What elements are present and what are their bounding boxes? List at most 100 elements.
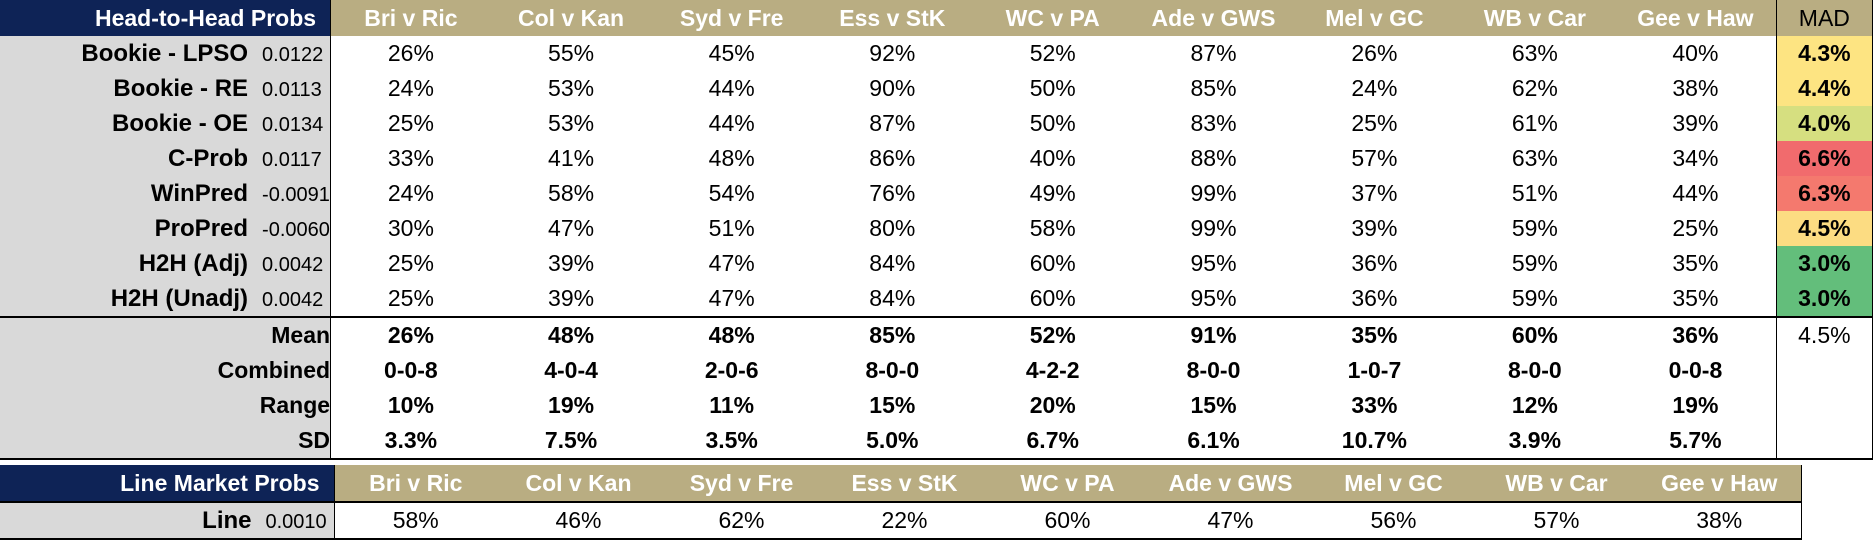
game-header: WC v PA (972, 0, 1133, 36)
mad-cell: 4.3% (1775, 36, 1873, 71)
model-weight: -0.0091 (262, 183, 330, 206)
summary-cell: 33% (1351, 392, 1398, 418)
mad-cell: 3.0% (1775, 281, 1873, 317)
probability-cell: 25% (387, 285, 434, 311)
model-name: Bookie - OE (112, 109, 249, 137)
probability-cell: 25% (387, 110, 434, 136)
row-label-cell: H2H (Unadj) 0.0042 (0, 281, 332, 317)
probability-cell: 25% (1351, 110, 1398, 136)
probability-cell: 36% (1351, 250, 1398, 276)
line-market-table: Line Market Probs Bri v Ric Col v Kan Syd v… (0, 465, 1802, 540)
summary-cell: 4-0-4 (544, 357, 598, 383)
summary-cell: 15% (869, 392, 916, 418)
probability-cell: 63% (1511, 40, 1558, 66)
summary-cell: 2-0-6 (704, 357, 759, 383)
summary-cell: 8-0-0 (865, 357, 920, 383)
model-name: Line (202, 506, 252, 534)
table-row: H2H (Unadj) 0.0042 25% 39% 47% 84% 60% 95% 36% 59… (0, 281, 1873, 317)
summary-cell: 35% (1294, 316, 1455, 353)
probability-cell: 63% (1511, 145, 1558, 171)
probability-cell: 24% (1351, 75, 1398, 101)
summary-cell: 3.9% (1454, 423, 1616, 460)
probability-cell: 57% (1351, 145, 1398, 171)
summary-cell: 6.7% (972, 423, 1133, 460)
row-label: WinPred -0.0091 (0, 180, 330, 208)
game-header: WB v Car (1454, 0, 1616, 36)
probability-cell: 47% (1149, 502, 1312, 540)
game-header: Ade v GWS (1132, 0, 1295, 36)
game-header: Syd v Fre (651, 0, 812, 36)
summary-mad-cell (1775, 423, 1873, 460)
probability-cell: 57% (1475, 502, 1638, 540)
row-label-cell: Line 0.0010 (0, 502, 335, 540)
probability-cell: 61% (1511, 110, 1558, 136)
probability-cell: 34% (1672, 145, 1719, 171)
summary-cell: 0-0-8 (1668, 357, 1723, 383)
probability-cell: 47% (708, 285, 755, 311)
summary-cell: 8-0-0 (1508, 357, 1562, 383)
table-title: Head-to-Head Probs (0, 0, 332, 36)
model-name: Bookie - RE (113, 74, 249, 102)
summary-cell: 7.5% (490, 423, 652, 460)
head-to-head-table: Head-to-Head Probs Bri v Ric Col v Kan Syd … (0, 0, 1873, 460)
probability-cell: 50% (1029, 75, 1076, 101)
row-label-cell: WinPred -0.0091 (0, 176, 332, 211)
summary-mad-cell: 4.5% (1775, 316, 1873, 353)
table-row: WinPred -0.0091 24% 58% 54% 76% 49% 99% 37% 51% 44… (0, 176, 1873, 211)
probability-cell: 59% (1511, 285, 1558, 311)
summary-cell: 91% (1132, 316, 1295, 353)
probability-cell: 56% (1312, 502, 1475, 540)
probability-cell: 58% (548, 180, 595, 206)
probability-cell: 54% (708, 180, 755, 206)
probability-cell: 38% (1672, 75, 1719, 101)
model-name: H2H (Adj) (138, 249, 249, 277)
summary-cell: 6.1% (1132, 423, 1295, 460)
probability-cell: 39% (1351, 215, 1398, 241)
probability-cell: 51% (1511, 180, 1558, 206)
summary-cell: 19% (548, 392, 595, 418)
model-weight: -0.0060 (262, 218, 330, 241)
probability-cell: 26% (1351, 40, 1398, 66)
probability-cell: 51% (708, 215, 755, 241)
model-weight: 0.0117 (262, 148, 322, 171)
game-header: Gee v Haw (1638, 465, 1802, 503)
summary-label: Mean (0, 316, 332, 353)
probability-cell: 90% (869, 75, 916, 101)
model-weight: 0.0113 (262, 78, 322, 101)
probability-cell: 84% (869, 250, 916, 276)
summary-cell: 5.7% (1615, 423, 1777, 460)
probability-cell: 55% (548, 40, 595, 66)
row-label: H2H (Unadj) 0.0042 (0, 285, 330, 313)
model-name: Bookie - LPSO (81, 39, 249, 67)
summary-cell: 10.7% (1294, 423, 1455, 460)
game-header: Mel v GC (1312, 465, 1475, 503)
summary-row: Mean 26% 48% 48% 85% 52% 91% 35% 60% 36% 4.5% (0, 316, 1873, 353)
game-header: Bri v Ric (330, 0, 491, 36)
mad-cell: 6.6% (1775, 141, 1873, 176)
table-row: ProPred -0.0060 30% 47% 51% 80% 58% 99% 39% 59% 25… (0, 211, 1873, 246)
row-label: H2H (Adj) 0.0042 (0, 250, 330, 278)
row-label-cell: Bookie - LPSO 0.0122 (0, 36, 332, 71)
probability-cell: 49% (1029, 180, 1076, 206)
probability-cell: 22% (823, 502, 986, 540)
summary-cell: 5.0% (811, 423, 973, 460)
row-label: Line 0.0010 (0, 506, 333, 535)
model-name: C-Prob (168, 144, 249, 172)
probability-cell: 95% (1190, 285, 1237, 311)
probability-cell: 60% (1029, 250, 1076, 276)
probability-cell: 46% (497, 502, 660, 540)
table-row: Bookie - LPSO 0.0122 26% 55% 45% 92% 52% 87% 26%… (0, 36, 1873, 71)
summary-cell: 52% (972, 316, 1133, 353)
summary-mad-cell (1775, 353, 1873, 388)
game-header: Ade v GWS (1149, 465, 1312, 503)
summary-cell: 4-2-2 (1025, 357, 1080, 383)
summary-row: SD 3.3% 7.5% 3.5% 5.0% 6.7% 6.1% 10.7% 3.9% 5.7% (0, 423, 1873, 460)
probability-cell: 80% (869, 215, 916, 241)
table-row: Bookie - OE 0.0134 25% 53% 44% 87% 50% 83% 25% 61… (0, 106, 1873, 141)
game-header: Col v Kan (490, 0, 652, 36)
probability-cell: 86% (869, 145, 916, 171)
row-label: ProPred -0.0060 (0, 215, 330, 243)
summary-mad-cell (1775, 388, 1873, 423)
mad-cell: 4.5% (1775, 211, 1873, 246)
